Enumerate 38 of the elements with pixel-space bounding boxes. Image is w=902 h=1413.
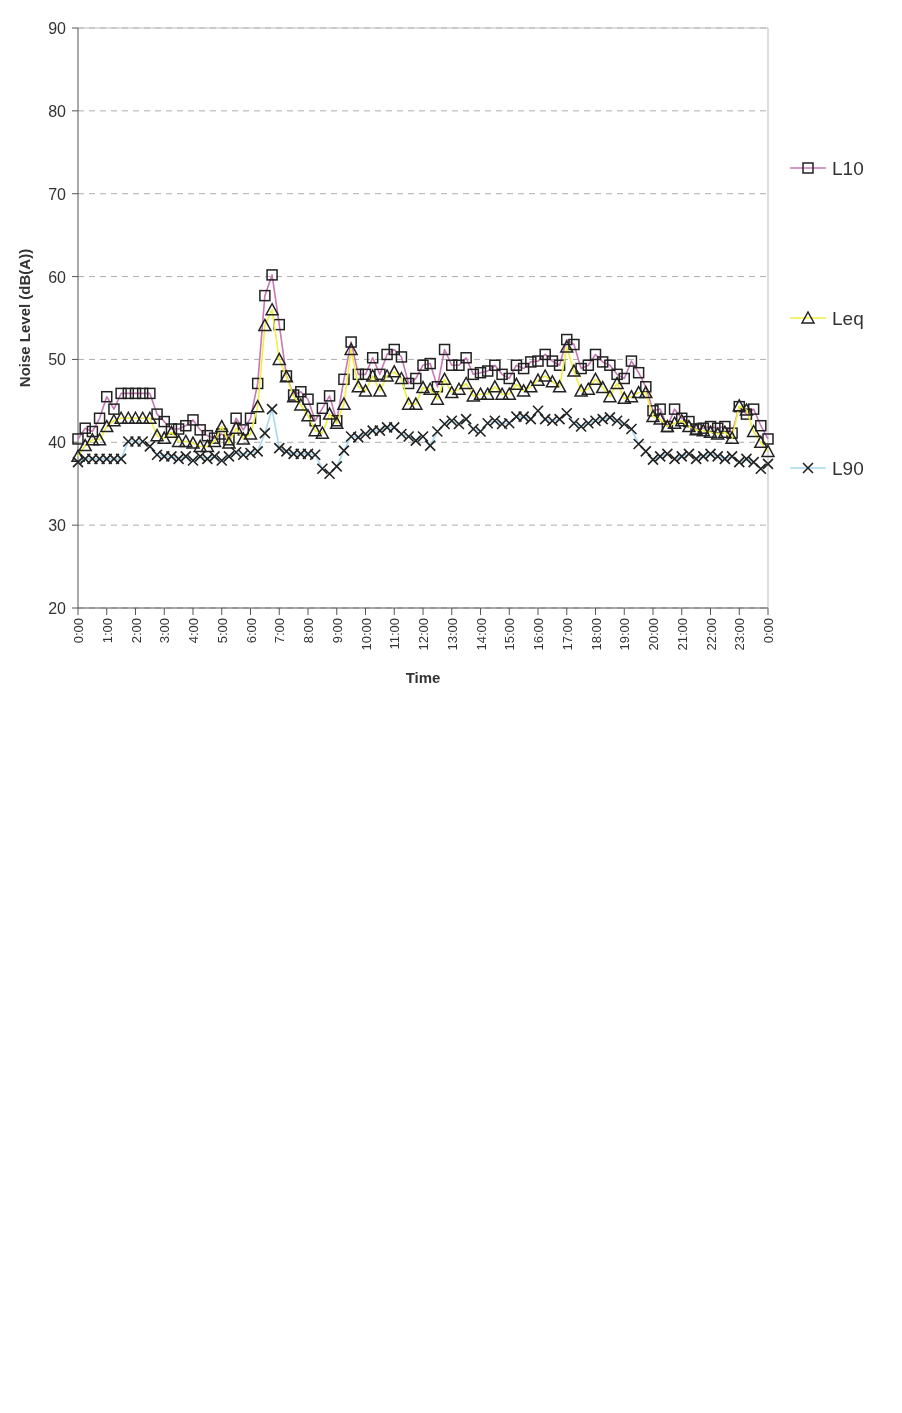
y-tick-label: 80	[48, 102, 67, 120]
x-tick-label: 17:00	[559, 618, 575, 651]
x-tick-label: 6:00	[243, 618, 259, 644]
x-tick-label: 13:00	[444, 618, 460, 651]
x-tick-label: 0:00	[71, 618, 86, 644]
legend-label: Leq	[832, 308, 864, 329]
x-tick-label: 21:00	[674, 618, 690, 651]
x-tick-label: 16:00	[531, 618, 546, 651]
y-tick-label: 90	[48, 20, 67, 37]
x-tick-label: 23:00	[732, 618, 748, 651]
legend-label: L10	[832, 158, 864, 179]
x-tick-label: 3:00	[157, 618, 173, 644]
x-axis-title: Time	[405, 669, 441, 686]
x-tick-label: 7:00	[272, 618, 288, 644]
x-tick-label: 18:00	[588, 618, 604, 651]
y-tick-label: 20	[48, 600, 67, 617]
x-tick-label: 22:00	[703, 618, 719, 651]
x-tick-label: 4:00	[186, 618, 201, 644]
y-tick-label: 60	[48, 268, 67, 286]
x-tick-label: 20:00	[646, 618, 661, 651]
x-tick-label: 8:00	[301, 618, 316, 644]
x-tick-label: 1:00	[99, 618, 115, 644]
x-tick-label: 14:00	[473, 618, 489, 651]
x-tick-label: 2:00	[128, 618, 144, 644]
x-tick-label: 11:00	[387, 618, 403, 650]
x-tick-label: 5:00	[214, 618, 230, 644]
x-tick-label: 12:00	[416, 618, 431, 651]
y-tick-label: 30	[48, 517, 67, 535]
y-tick-label: 40	[48, 434, 67, 452]
x-tick-label: 10:00	[358, 618, 374, 651]
y-axis-title: Noise Level (dB(A))	[16, 248, 33, 388]
legend-label: L90	[832, 458, 864, 479]
x-tick-label: 15:00	[502, 618, 518, 651]
x-tick-label: 19:00	[617, 618, 633, 651]
y-tick-label: 50	[48, 351, 67, 369]
y-tick-label: 70	[48, 185, 67, 203]
x-tick-label: 0:00	[761, 618, 776, 644]
x-tick-label: 9:00	[329, 618, 345, 644]
